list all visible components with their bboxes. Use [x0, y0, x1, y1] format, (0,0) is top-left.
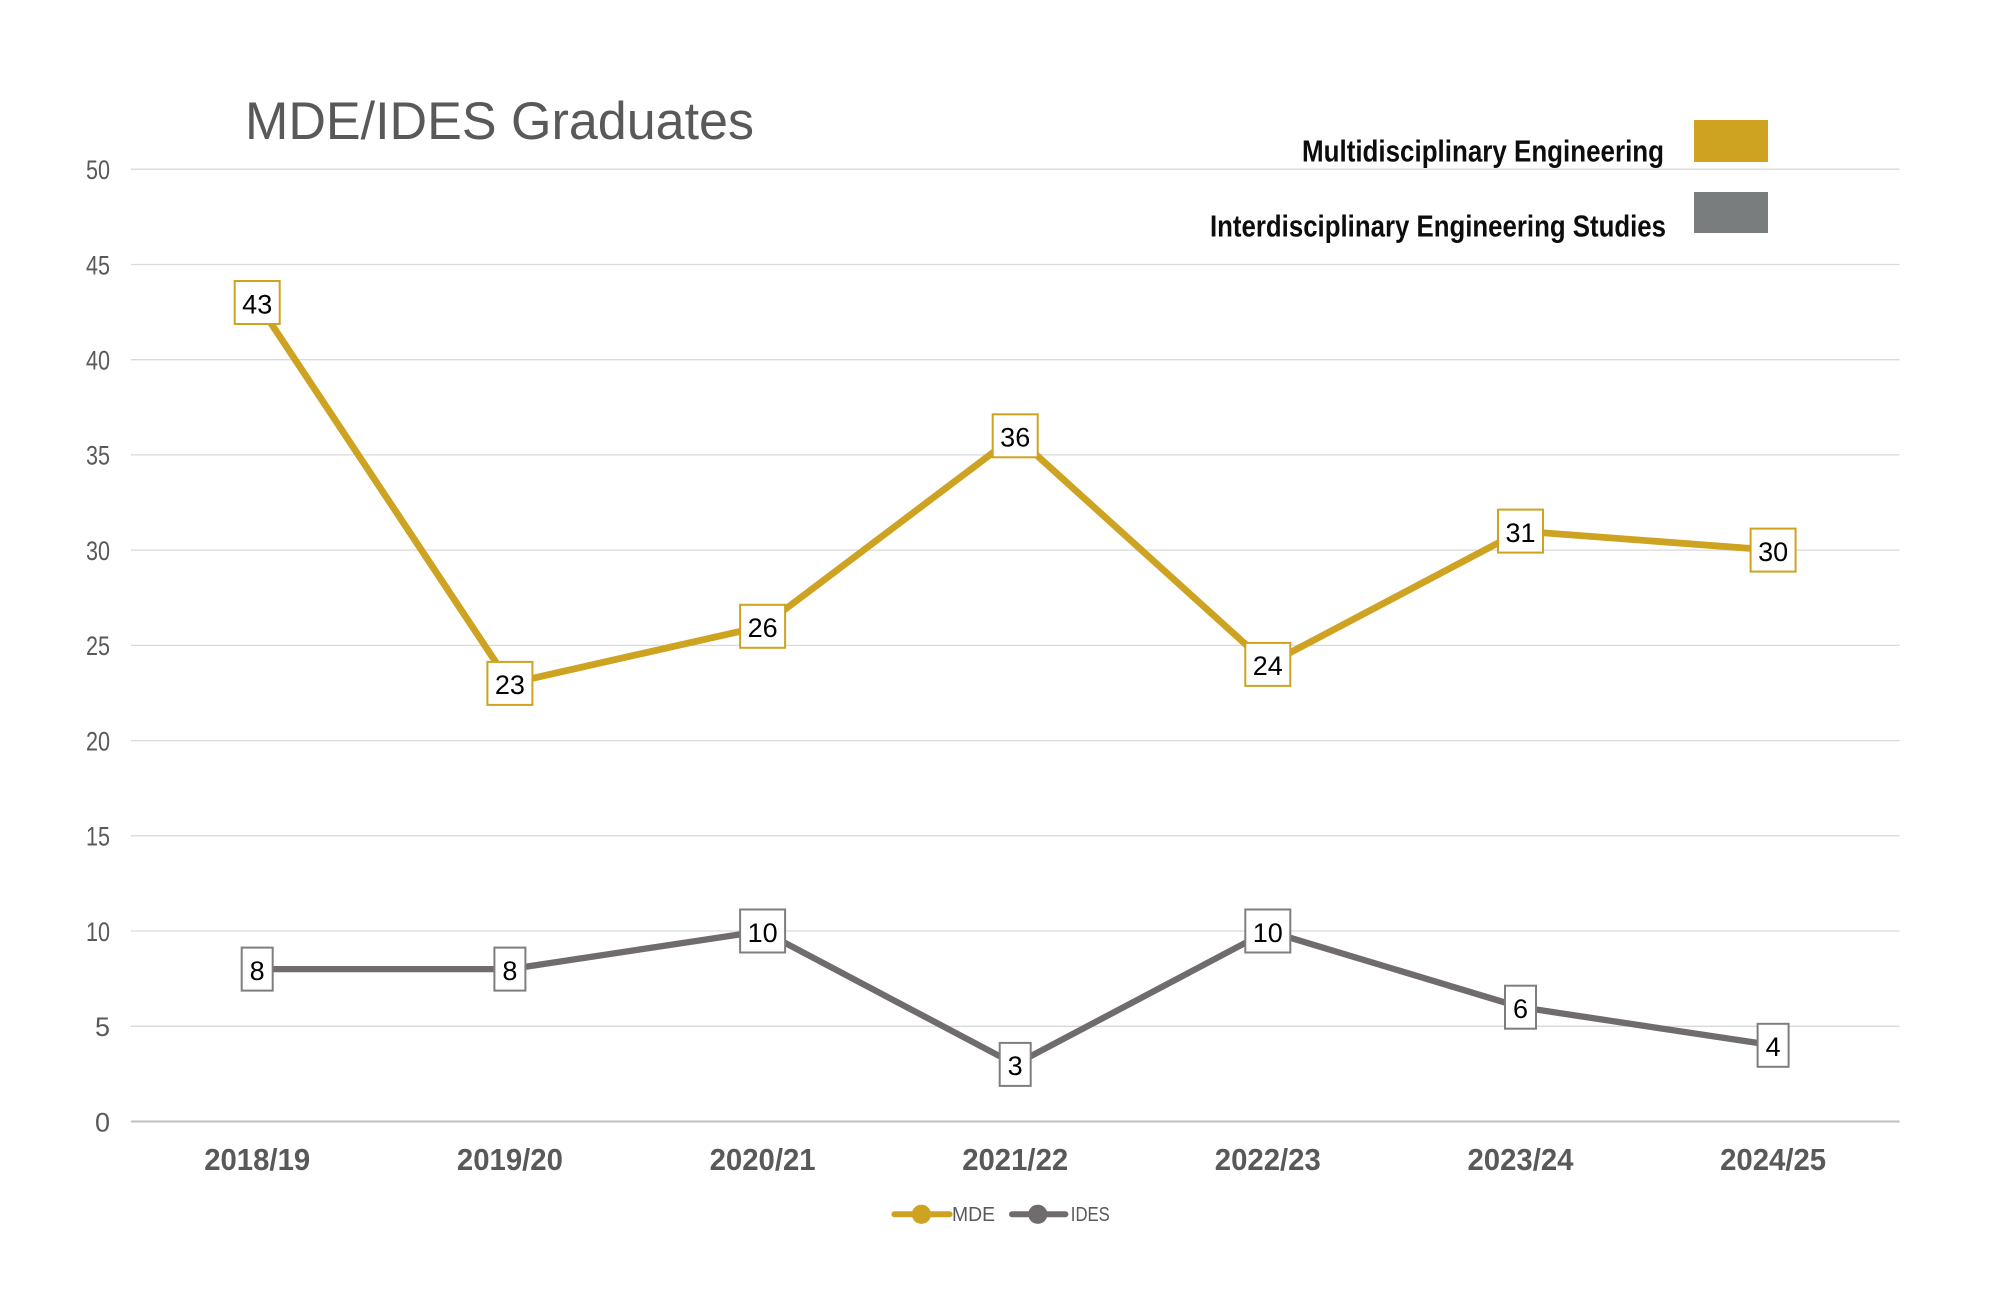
svg-text:40: 40 [86, 346, 110, 376]
svg-text:50: 50 [86, 155, 110, 185]
svg-text:10: 10 [748, 918, 778, 948]
svg-text:IDES: IDES [1071, 1204, 1110, 1226]
svg-text:30: 30 [86, 536, 110, 566]
svg-text:43: 43 [242, 289, 272, 319]
svg-text:2018/19: 2018/19 [204, 1142, 310, 1177]
svg-text:4: 4 [1766, 1032, 1781, 1062]
svg-text:23: 23 [495, 670, 525, 700]
svg-text:2022/23: 2022/23 [1215, 1142, 1321, 1177]
svg-text:2024/25: 2024/25 [1720, 1142, 1826, 1177]
svg-text:2020/21: 2020/21 [710, 1142, 816, 1177]
svg-text:10: 10 [1253, 918, 1283, 948]
svg-text:MDE/IDES Graduates: MDE/IDES Graduates [245, 92, 754, 151]
svg-text:36: 36 [1000, 423, 1030, 453]
svg-text:Multidisciplinary Engineering: Multidisciplinary Engineering [1302, 133, 1664, 168]
svg-text:0: 0 [95, 1107, 110, 1137]
svg-text:26: 26 [748, 613, 778, 643]
svg-text:5: 5 [95, 1012, 110, 1042]
svg-text:MDE: MDE [952, 1204, 995, 1226]
svg-text:31: 31 [1505, 518, 1535, 548]
svg-text:2019/20: 2019/20 [457, 1142, 563, 1177]
svg-text:15: 15 [86, 822, 110, 852]
svg-text:6: 6 [1513, 994, 1528, 1024]
svg-text:2021/22: 2021/22 [962, 1142, 1068, 1177]
svg-text:45: 45 [86, 250, 110, 280]
svg-text:25: 25 [86, 631, 110, 661]
svg-text:8: 8 [502, 956, 517, 986]
svg-text:20: 20 [86, 726, 110, 756]
svg-text:10: 10 [86, 917, 110, 947]
svg-text:3: 3 [1008, 1051, 1023, 1081]
svg-text:24: 24 [1253, 651, 1283, 681]
svg-text:Interdisciplinary Engineering: Interdisciplinary Engineering Studies [1210, 208, 1666, 243]
svg-text:30: 30 [1758, 537, 1788, 567]
svg-text:8: 8 [250, 956, 265, 986]
svg-text:2023/24: 2023/24 [1468, 1142, 1575, 1177]
svg-text:35: 35 [86, 441, 110, 471]
